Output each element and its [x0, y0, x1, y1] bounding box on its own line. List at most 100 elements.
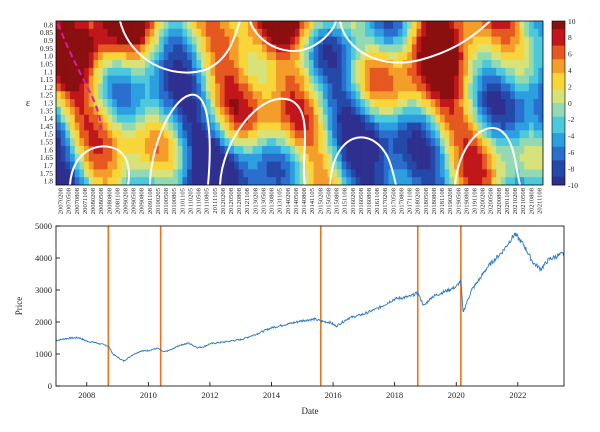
heatmap-cell — [135, 177, 141, 185]
heatmap-cell — [266, 177, 272, 185]
heatmap-cell — [407, 122, 413, 131]
heatmap-cell — [74, 138, 80, 147]
heatmap-cell — [163, 153, 169, 162]
heatmap-cell — [168, 75, 174, 84]
colorbar-tick-label: 6 — [568, 50, 572, 59]
heatmap-cell — [458, 122, 464, 131]
heatmap-cell — [472, 169, 478, 178]
heatmap-cell — [430, 106, 436, 116]
heatmap-cell — [421, 122, 427, 131]
heatmap-cell — [252, 52, 258, 61]
heatmap-cell — [93, 122, 99, 131]
heatmap-cell — [271, 52, 277, 61]
heatmap-cell — [173, 122, 179, 131]
heatmap-cell — [271, 145, 277, 155]
heatmap-cell — [322, 75, 328, 84]
heatmap-cell — [121, 21, 127, 30]
heatmap-cell — [233, 122, 239, 131]
heatmap-y-tick-label: 1.8 — [44, 177, 54, 186]
heatmap-cell — [416, 91, 422, 100]
heatmap-cell — [430, 28, 436, 37]
colorbar-tick-label: -10 — [568, 181, 578, 190]
heatmap-cell — [360, 106, 366, 116]
heatmap-cell — [93, 169, 99, 178]
heatmap-cell — [468, 177, 474, 185]
heatmap-cell — [247, 60, 254, 69]
heatmap-cell — [308, 177, 314, 185]
heatmap-cell — [224, 106, 230, 116]
heatmap-cell — [262, 21, 268, 30]
heatmap-cell — [407, 114, 413, 123]
heatmap-cell — [397, 145, 403, 155]
heatmap-cell — [252, 91, 258, 100]
colorbar-swatch — [552, 62, 565, 66]
heatmap-cell — [290, 153, 296, 162]
heatmap-cell — [425, 36, 431, 45]
heatmap-cell — [257, 75, 263, 84]
vertical-markers — [107, 226, 462, 386]
heatmap-cell — [163, 83, 169, 92]
heatmap-cell — [496, 122, 502, 131]
heatmap-cell — [285, 60, 291, 69]
heatmap-cell — [355, 60, 361, 69]
heatmap-cell — [402, 60, 408, 69]
heatmap-cell — [144, 60, 150, 69]
heatmap-cell — [360, 83, 366, 92]
heatmap-cell — [528, 106, 534, 116]
heatmap-cell — [182, 28, 188, 37]
heatmap-cell — [163, 67, 169, 77]
heatmap-cell — [168, 153, 174, 162]
heatmap-cell — [528, 28, 534, 37]
heatmap-cell — [60, 138, 66, 147]
heatmap-cell — [351, 161, 357, 170]
heatmap-cell — [257, 91, 263, 100]
heatmap-cell — [336, 67, 342, 77]
heatmap-cell — [135, 44, 141, 53]
heatmap-cell — [84, 153, 90, 162]
heatmap-cell — [355, 36, 361, 45]
heatmap-cell — [159, 75, 165, 84]
heatmap-x-tick-label: 20101105 — [179, 187, 186, 214]
heatmap-cell — [444, 21, 450, 30]
heatmap-cell — [205, 145, 211, 155]
heatmap-cell — [187, 153, 193, 162]
colorbar-swatch — [552, 94, 565, 98]
heatmap-cell — [257, 60, 263, 69]
heatmap-cell — [112, 36, 118, 45]
heatmap-cell — [135, 130, 141, 139]
heatmap-cell — [238, 21, 244, 30]
heatmap-cell — [187, 21, 193, 30]
heatmap-cell — [449, 153, 455, 162]
heatmap-cell — [65, 28, 71, 37]
heatmap-cell — [173, 169, 179, 178]
heatmap-cell — [421, 169, 427, 178]
heatmap-cell — [444, 99, 450, 108]
heatmap-cell — [538, 177, 543, 185]
heatmap-cell — [308, 169, 314, 178]
heatmap-cell — [374, 122, 380, 131]
colorbar-tick-label: -4 — [568, 132, 574, 141]
heatmap-x-tick-label: 20161108 — [374, 187, 381, 214]
heatmap-cell — [238, 75, 244, 84]
heatmap-x-tick-label: 20100805 — [171, 187, 178, 214]
heatmap-cell — [182, 36, 188, 45]
heatmap-cell — [163, 28, 169, 37]
colorbar-swatch — [552, 92, 565, 96]
heatmap-cell — [285, 169, 291, 178]
heatmap-cell — [70, 138, 76, 147]
heatmap-cell — [112, 83, 118, 92]
heatmap-cell — [65, 44, 71, 53]
heatmap-cell — [154, 169, 160, 178]
heatmap-cell — [140, 75, 146, 84]
heatmap-cell — [454, 145, 460, 155]
heatmap-cell — [159, 21, 165, 30]
heatmap-contours — [57, 21, 521, 185]
heatmap-cell — [308, 161, 314, 170]
heatmap-cell — [56, 177, 62, 185]
heatmap-cell — [454, 21, 460, 30]
heatmap-cell — [65, 114, 71, 123]
heatmap-cell — [341, 145, 347, 155]
heatmap-cell — [416, 130, 422, 139]
heatmap-cell — [196, 91, 202, 100]
